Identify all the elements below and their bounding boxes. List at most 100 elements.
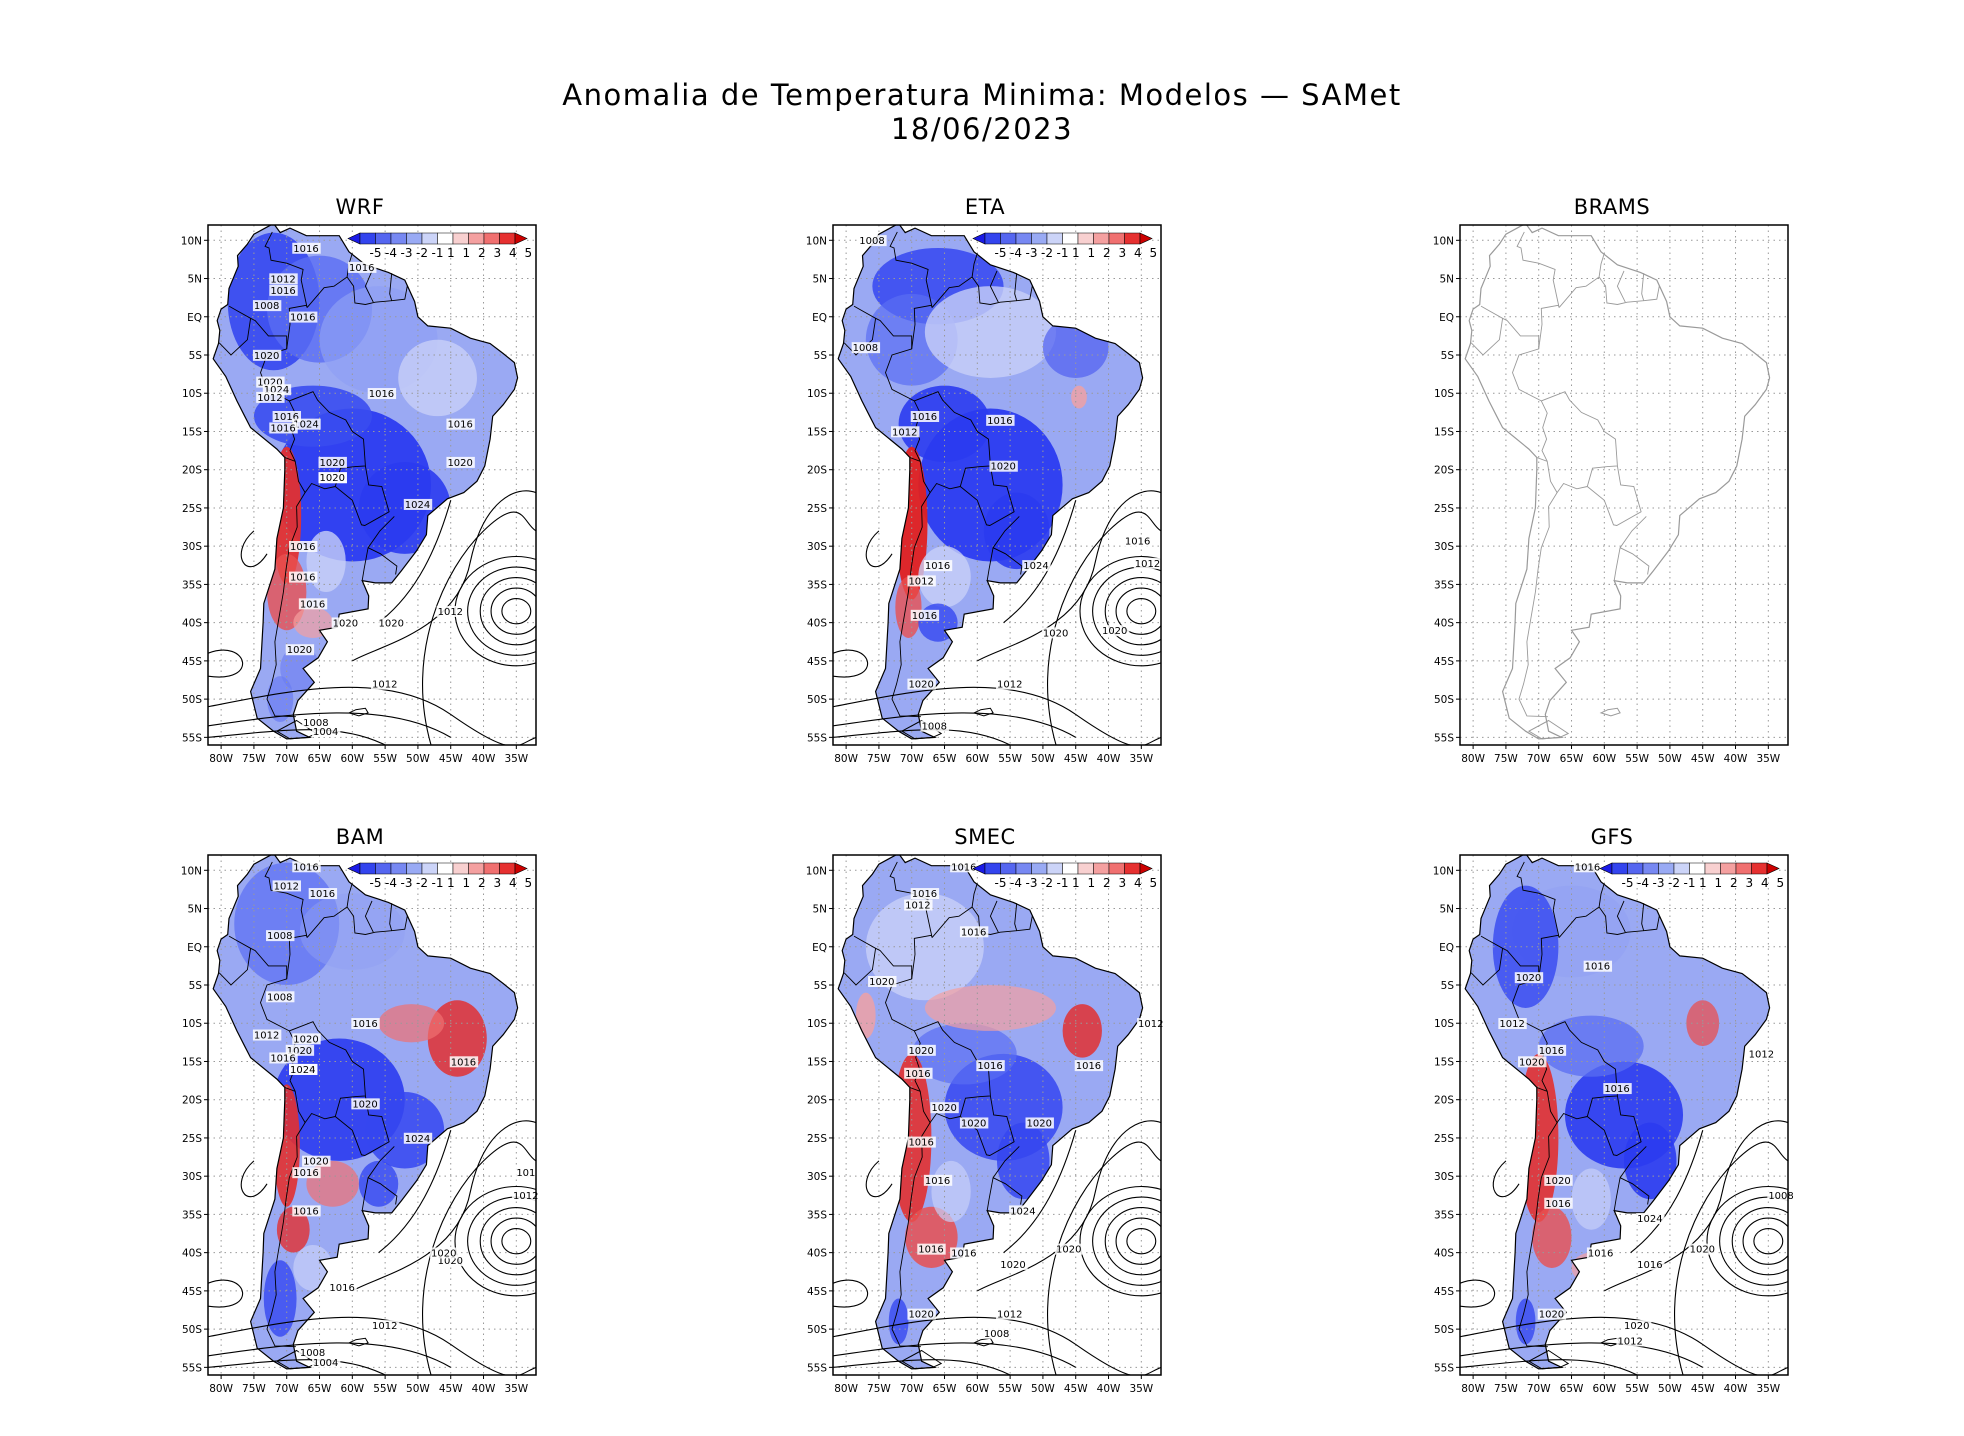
anomaly-patch	[865, 893, 984, 1001]
colorbar-tick: -2	[416, 876, 428, 890]
svg-text:1020: 1020	[1624, 1321, 1649, 1332]
lat-tick-label: 55S	[182, 732, 202, 744]
isobar-label: 1020	[1055, 1243, 1084, 1256]
colorbar-tick: -3	[1026, 246, 1038, 260]
isobar-label: 1012	[1616, 1335, 1645, 1347]
lat-tick-label: 55S	[807, 1362, 827, 1374]
colorbar-tick: -5	[995, 246, 1007, 260]
lon-tick-label: 45W	[439, 753, 463, 765]
isobar-label: 1016	[1537, 1044, 1567, 1057]
isobar-contours	[833, 1120, 1161, 1375]
isobar-label: 1008	[266, 930, 295, 942]
panel-title: ETA	[964, 195, 1006, 219]
lon-tick-label: 80W	[834, 1383, 858, 1395]
svg-text:1016: 1016	[912, 889, 937, 900]
colorbar-tick: 3	[1746, 876, 1754, 890]
lon-tick-label: 75W	[1494, 753, 1518, 765]
svg-text:1020: 1020	[1056, 1245, 1081, 1256]
lat-tick-label: 30S	[807, 541, 827, 553]
panel-smec: SMEC 1016 1016 1012 1016 1020 1020 1016 1020 102…	[775, 825, 1195, 1405]
lon-tick-label: 80W	[209, 753, 233, 765]
grid-lines	[833, 855, 1161, 1375]
island-outline	[347, 1337, 369, 1347]
svg-text:1012: 1012	[513, 1191, 538, 1202]
colorbar-tick: 4	[1134, 876, 1142, 890]
map-frame	[832, 224, 1162, 746]
lat-tick-label: 10S	[807, 1018, 827, 1030]
isobar-label: 1020	[1688, 1243, 1717, 1256]
isobar-label: 1020	[292, 1033, 321, 1045]
svg-text:1020: 1020	[1000, 1260, 1025, 1271]
colorbar-tick: 4	[1761, 876, 1769, 890]
lon-tick-label: 65W	[933, 1383, 957, 1395]
svg-text:1016: 1016	[290, 313, 315, 324]
lat-tick-label: 55S	[182, 1362, 202, 1374]
svg-text:1020: 1020	[447, 458, 472, 469]
isobar-label: 1008	[1767, 1190, 1796, 1202]
isobar-label: 1024	[1636, 1213, 1665, 1225]
lat-tick-label: 5N	[1439, 274, 1454, 286]
lat-tick-label: 50S	[1434, 1324, 1454, 1336]
lat-tick-label: 40S	[182, 1248, 202, 1260]
lat-tick-label: 35S	[1434, 1209, 1454, 1221]
isobar-label: 1024	[1022, 560, 1051, 572]
svg-text:1004: 1004	[313, 727, 338, 738]
svg-text:1012: 1012	[905, 901, 930, 912]
lon-tick-label: 35W	[1129, 1383, 1153, 1395]
lat-tick-label: 45S	[182, 1286, 202, 1298]
svg-text:1020: 1020	[379, 618, 404, 629]
isobar-label: 1012	[907, 575, 936, 587]
lon-tick-label: 40W	[1724, 1383, 1748, 1395]
svg-text:1016: 1016	[270, 1053, 295, 1064]
svg-text:1016: 1016	[951, 1248, 976, 1259]
isobar-label: 1016	[367, 388, 397, 400]
lat-tick-label: 25S	[182, 1133, 202, 1145]
colorbar-tick: -4	[1637, 876, 1649, 890]
map-frame	[1459, 224, 1789, 746]
isobar-label: 1020	[252, 349, 282, 362]
colorbar-tick: 2	[478, 876, 486, 890]
svg-text:1016: 1016	[329, 1283, 354, 1294]
lat-tick-label: 45S	[182, 656, 202, 668]
isobar-label: 1016	[348, 261, 377, 274]
lat-tick-label: 10N	[1433, 865, 1454, 877]
svg-text:1016: 1016	[1575, 862, 1600, 873]
coastline	[1464, 855, 1771, 1370]
colorbar-tick: 4	[1134, 246, 1142, 260]
isobar-label: 1020	[907, 678, 936, 691]
anomaly-patch	[855, 992, 876, 1039]
coastline	[212, 855, 519, 1370]
isobar-label: 1008	[252, 300, 282, 312]
isobar-label: 1016	[351, 1018, 380, 1030]
colorbar-tick: -2	[1041, 876, 1053, 890]
island-outline	[1527, 1349, 1570, 1370]
lat-tick-label: 40S	[182, 618, 202, 630]
isobar-label: 1016	[292, 1167, 321, 1179]
colorbar-tick: 5	[525, 876, 533, 890]
lat-tick-label: 15S	[182, 1056, 202, 1068]
lon-tick-label: 60W	[1592, 1383, 1616, 1395]
svg-text:1020: 1020	[1539, 1310, 1564, 1321]
svg-text:1020: 1020	[257, 378, 282, 389]
isobar-label: 1012	[512, 1190, 541, 1202]
isobar-label: 1020	[868, 976, 897, 988]
anomaly-patch	[924, 286, 1057, 378]
colorbar-tick: 3	[494, 246, 502, 260]
lat-tick-label: 20S	[807, 1095, 827, 1107]
isobar-label: 1012	[891, 426, 920, 438]
isobar-label: 1020	[1041, 627, 1071, 639]
lon-tick-label: 45W	[1064, 1383, 1088, 1395]
svg-text:1020: 1020	[438, 1256, 463, 1267]
svg-text:1016: 1016	[369, 389, 394, 400]
colorbar-tick: 3	[494, 876, 502, 890]
lon-tick-label: 65W	[1560, 1383, 1584, 1395]
colorbar: -5 -4 -3 -2 -1 1 1 2 3 4 5	[347, 232, 532, 260]
lon-tick-label: 65W	[308, 753, 332, 765]
anomaly-patch	[931, 1160, 971, 1223]
colorbar-tick: -4	[385, 246, 397, 260]
isobar-label: 1020	[1100, 625, 1130, 637]
island-outline	[1599, 1337, 1621, 1347]
anomaly-patch	[276, 1206, 310, 1253]
isobar-label: 1020	[351, 1098, 380, 1110]
svg-text:1020: 1020	[1516, 973, 1541, 984]
